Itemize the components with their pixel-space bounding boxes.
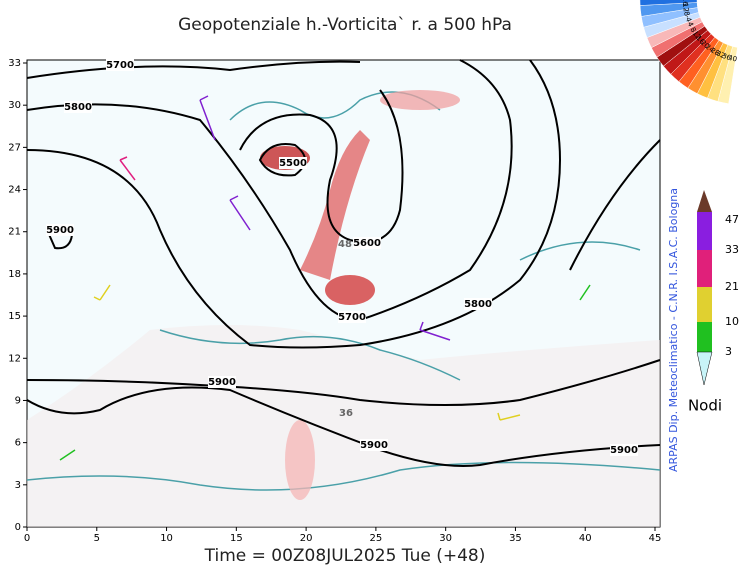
vorticity-legend-label: 28 [709, 46, 721, 57]
plot-area: 0 5 10 15 20 25 30 35 40 45 03691215182124273033 … [8, 58, 661, 544]
contour-label: 5700 [106, 60, 134, 71]
contour-label-bg [46, 224, 74, 236]
contour-label-bg [360, 439, 388, 451]
wind-unit: Nodi [688, 397, 722, 415]
vorticity-legend-label: 8 [688, 26, 697, 34]
wind-legend-label: 33 [725, 243, 739, 256]
x-tick-label: 15 [230, 533, 243, 544]
wind-legend: Nodi 47 33 21 10 3 [688, 190, 739, 415]
x-tick-label: 35 [509, 533, 522, 544]
contour-label: 5700 [338, 312, 366, 323]
wind-legend-label: 10 [725, 315, 739, 328]
x-tick-label: 0 [24, 533, 30, 544]
x-tick-label: 25 [370, 533, 383, 544]
x-tick-label: 5 [94, 533, 100, 544]
vorticity-fill [260, 90, 460, 500]
vorticity-legend-label: 4 [686, 21, 695, 29]
x-tick-label: 40 [579, 533, 592, 544]
y-tick-label: 0 [15, 522, 21, 533]
x-tick-label: 45 [649, 533, 662, 544]
y-tick-label: 18 [8, 269, 21, 280]
contour-label: 5900 [610, 445, 638, 456]
vorticity-legend-label: 12 [691, 29, 703, 41]
y-tick-label: 3 [15, 480, 21, 491]
grid-label: 36 [339, 408, 353, 419]
contour-label-bg [64, 101, 92, 113]
contour-label: 5900 [46, 225, 74, 236]
contour-label-bg [208, 376, 236, 388]
y-tick-label: 33 [8, 58, 21, 69]
vorticity-legend-label: 40 [727, 54, 737, 64]
vorticity-legend-label: 36 [721, 52, 732, 63]
contour-label-bg [338, 311, 366, 323]
x-axis: 0 5 10 15 20 25 30 35 40 45 [24, 527, 662, 544]
y-axis: 0 3 6 9 12 15 18 21 24 27 30 33 [8, 58, 27, 533]
vorticity-legend-label: -12 [681, 0, 690, 12]
contour-label-bg [106, 59, 134, 71]
coastlines [26, 91, 661, 491]
time-label: Time = 00Z08JUL2025 Tue (+48) [204, 546, 486, 566]
grid-label: 48 [338, 239, 352, 250]
vorticity-legend-label: 20 [699, 39, 711, 51]
contour-label-bg [353, 237, 381, 249]
contour-label-bg [610, 444, 638, 456]
contour-label: 5800 [464, 299, 492, 310]
contour-label-bg [279, 157, 307, 169]
contour-labels: 5700 5800 5500 5900 5600 5700 5800 5900 5900 5900… [46, 59, 638, 456]
land [27, 325, 660, 527]
vorticity-swatch [639, 0, 698, 6]
y-tick-label: 9 [15, 395, 21, 406]
x-tick-label: 30 [439, 533, 452, 544]
y-tick-label: 30 [8, 100, 21, 111]
x-tick-label: 10 [160, 533, 173, 544]
contour-label: 5800 [64, 102, 92, 113]
y-tick-label: 6 [15, 438, 21, 449]
vorticity-legend-label: -8 [682, 8, 691, 16]
wind-barbs [59, 95, 591, 461]
vorticity-legend-label: -16 [681, 0, 689, 6]
y-tick-label: 21 [8, 227, 21, 238]
y-tick-label: 24 [8, 185, 21, 196]
contour-label: 5600 [353, 238, 381, 249]
y-tick-label: 12 [8, 353, 21, 364]
vorticity-legend-label: 32 [715, 49, 726, 60]
y-tick-label: 15 [8, 311, 21, 322]
y-tick-label: 27 [8, 142, 21, 153]
contour-label: 5500 [279, 158, 307, 169]
x-tick-label: 20 [300, 533, 313, 544]
credit: ARPAS Dip. Meteoclimatico - C.N.R. I.S.A… [667, 188, 680, 472]
vorticity-legend-label: -4 [683, 14, 693, 24]
wind-legend-label: 3 [725, 345, 732, 358]
wind-legend-label: 21 [725, 280, 739, 293]
wind-legend-label: 47 [725, 213, 739, 226]
contour-label: 5900 [360, 440, 388, 451]
contour-label-bg [464, 298, 492, 310]
contour-label: 5900 [208, 377, 236, 388]
title: Geopotenziale h.-Vorticita` r. a 500 hPa [178, 15, 512, 35]
